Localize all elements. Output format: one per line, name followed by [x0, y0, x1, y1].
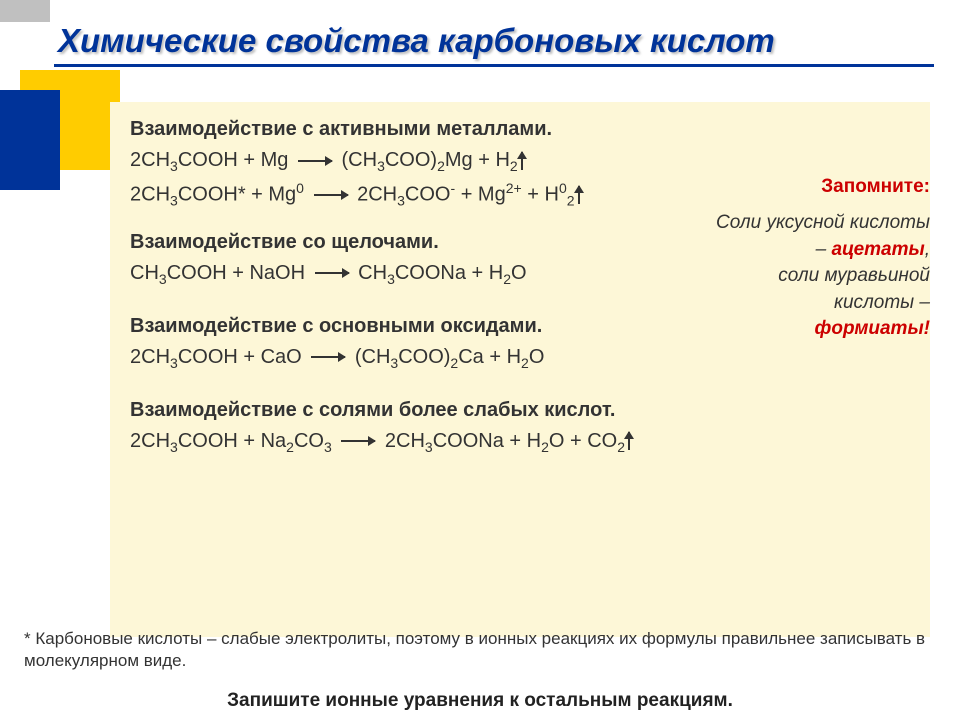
gas-arrow-icon: [521, 152, 523, 170]
arrow-icon: [298, 160, 332, 162]
eq-text: COOH + Na: [178, 430, 286, 452]
eq-text: (CH: [342, 149, 378, 171]
eq-text: O: [511, 262, 527, 284]
decor-top-gray: [0, 0, 50, 22]
eq-text: O: [529, 346, 545, 368]
eq-text: COO: [405, 184, 451, 206]
eq-text: COO): [385, 149, 437, 171]
eq-text: 2CH: [130, 184, 170, 206]
section4-eq1: 2CH3COOH + Na2CO3 2CH3COONa + H2O + CO2: [130, 430, 910, 455]
footnote: * Карбоновые кислоты – слабые электролит…: [24, 628, 934, 672]
eq-text: COONa + H: [395, 262, 503, 284]
eq-text: 2CH: [130, 430, 170, 452]
note-emph: формиаты!: [815, 318, 930, 339]
section3-eq1: 2CH3COOH + CaO (CH3COO)2Ca + H2O: [130, 346, 910, 371]
arrow-icon: [315, 272, 349, 274]
eq-text: CH: [130, 262, 159, 284]
arrow-icon: [314, 194, 348, 196]
gas-arrow-icon: [578, 186, 580, 204]
eq-text: + H: [522, 184, 559, 206]
eq-text: 2CH: [385, 430, 425, 452]
eq-text: CH: [358, 262, 387, 284]
note-text: соли муравьиной: [778, 265, 930, 286]
note-text: кислоты –: [834, 292, 930, 313]
eq-text: COO): [398, 346, 450, 368]
eq-text: O + CO: [549, 430, 617, 452]
eq-text: 2CH: [130, 149, 170, 171]
eq-text: COONa + H: [433, 430, 541, 452]
section4-head: Взаимодействие с солями более слабых кис…: [130, 399, 910, 422]
eq-text: + Mg: [455, 184, 506, 206]
note-body: Соли уксусной кислоты – ацетаты, соли му…: [650, 210, 930, 343]
eq-text: 2CH: [357, 184, 397, 206]
decor-blue-square: [0, 90, 60, 190]
section1-head: Взаимодействие с активными металлами.: [130, 118, 910, 141]
note-text: Соли уксусной кислоты: [716, 212, 930, 233]
task-line: Запишите ионные уравнения к остальным ре…: [0, 690, 960, 712]
eq-text: Ca + H: [458, 346, 521, 368]
note-text: ,: [925, 239, 930, 260]
eq-text: COOH + NaOH: [167, 262, 305, 284]
arrow-icon: [341, 440, 375, 442]
eq-text: 2CH: [130, 346, 170, 368]
eq-text: COOH + CaO: [178, 346, 302, 368]
eq-text: Mg + H: [445, 149, 510, 171]
note-block: Запомните: Соли уксусной кислоты – ацета…: [650, 176, 930, 343]
note-text: –: [816, 239, 832, 260]
section1-eq1: 2CH3COOH + Mg (CH3COO)2Mg + H2: [130, 149, 910, 174]
note-header: Запомните:: [650, 176, 930, 198]
eq-text: COOH + Mg: [178, 149, 289, 171]
eq-text: (CH: [355, 346, 391, 368]
arrow-icon: [311, 356, 345, 358]
title-underline: [54, 64, 934, 67]
eq-text: CO: [294, 430, 324, 452]
gas-arrow-icon: [628, 432, 630, 450]
slide-title: Химические свойства карбоновых кислот: [58, 22, 775, 60]
eq-text: COOH* + Mg: [178, 184, 296, 206]
note-emph: ацетаты: [831, 239, 924, 260]
